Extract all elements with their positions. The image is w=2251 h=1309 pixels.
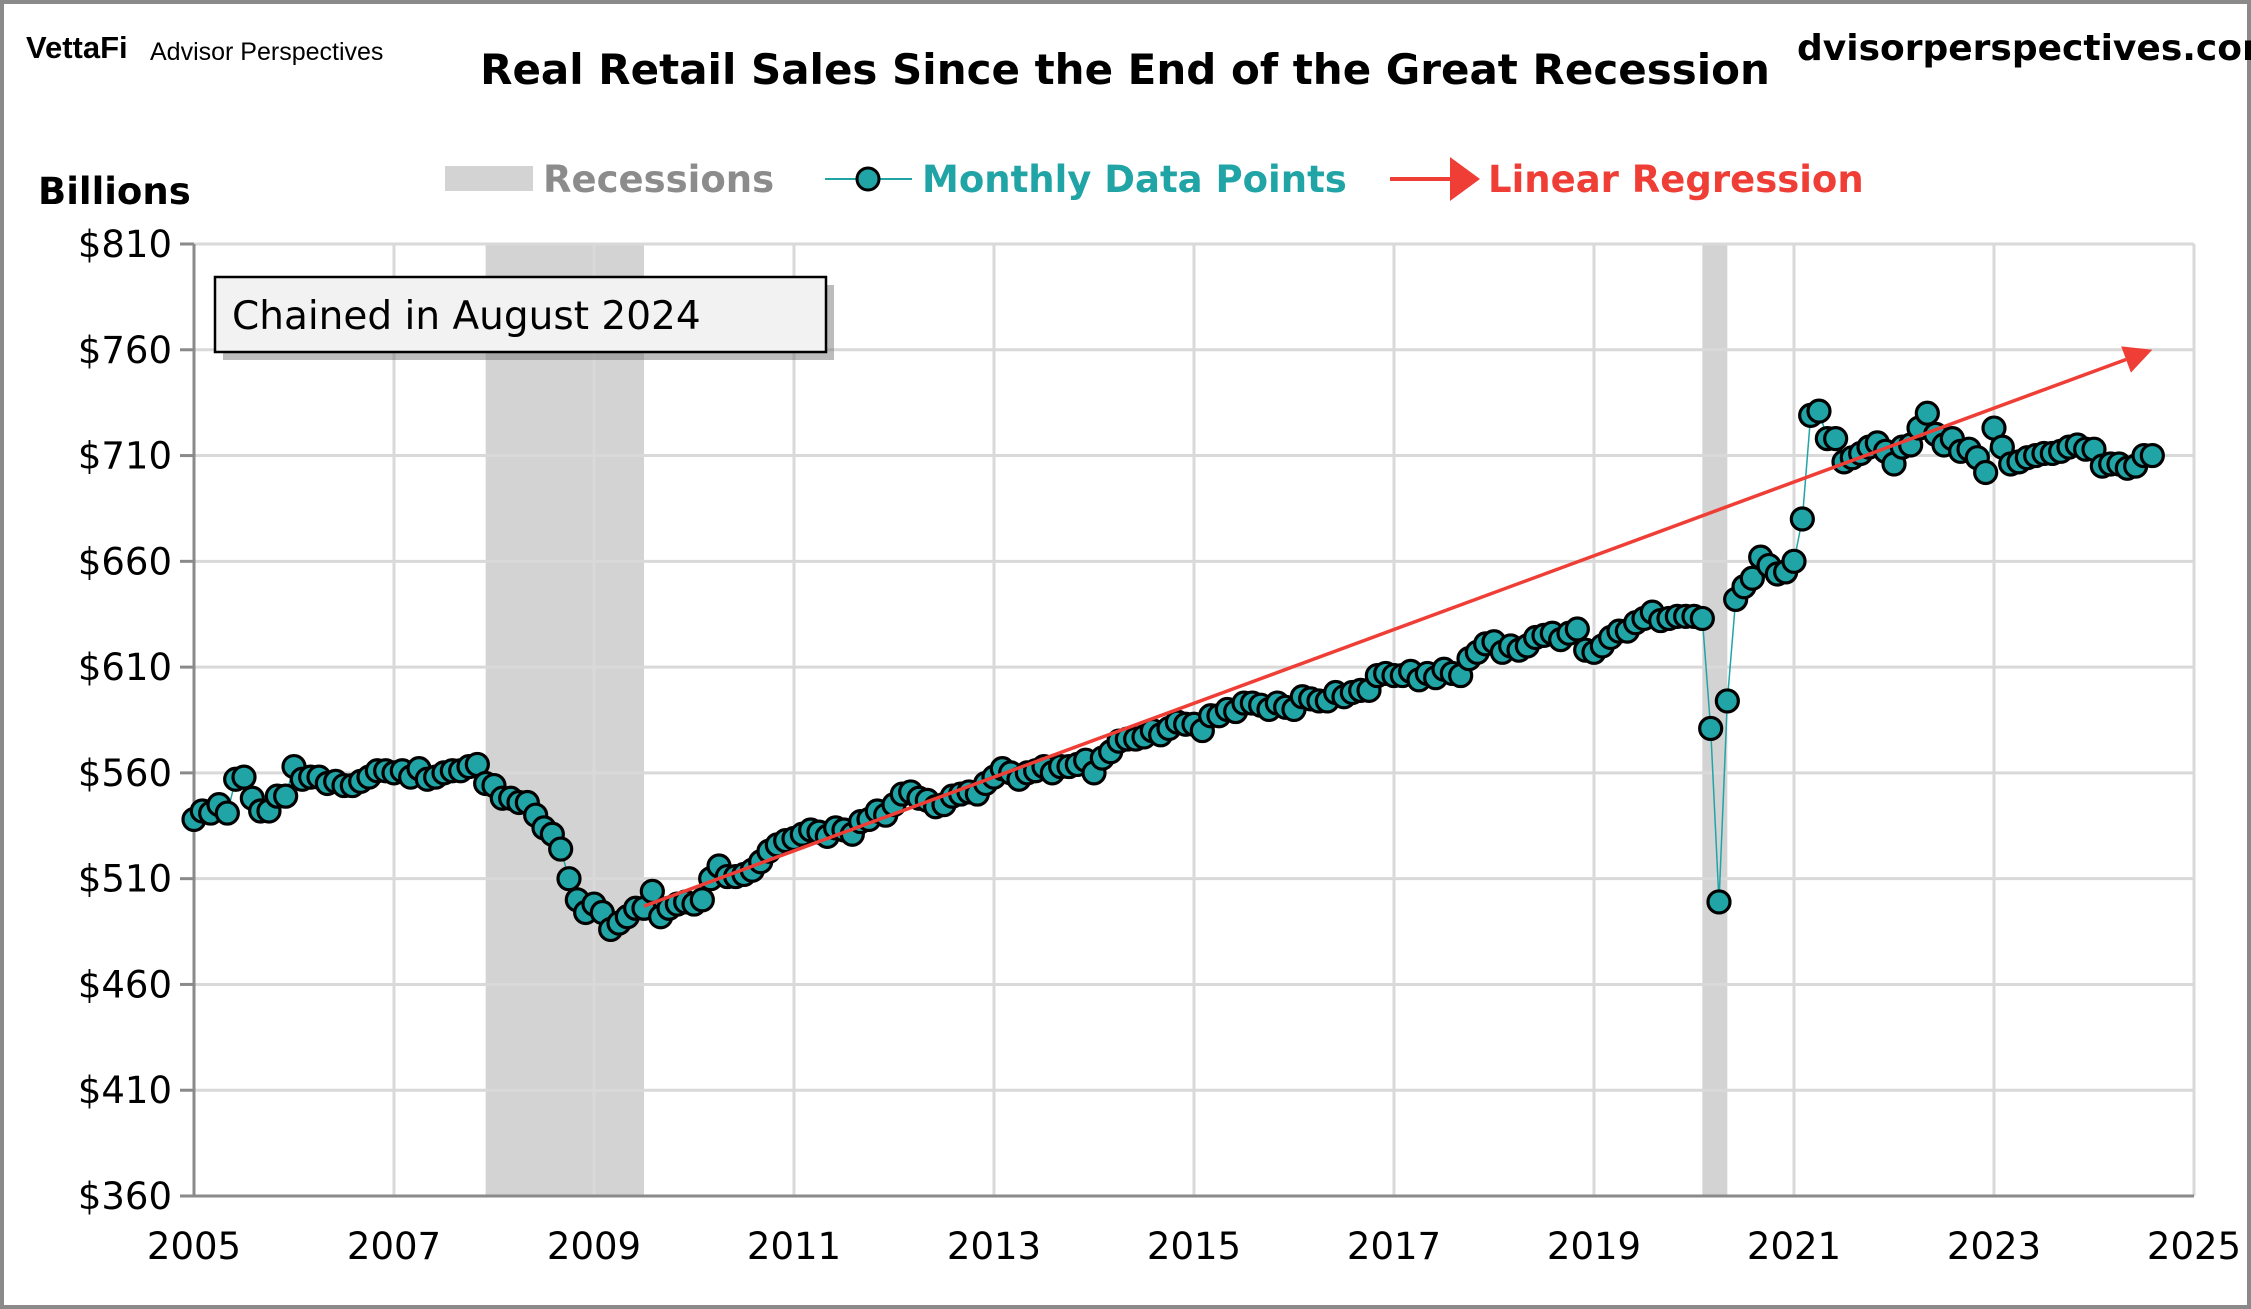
data-point [1689, 605, 1715, 632]
y-tick-label: $410 [78, 1069, 172, 1112]
data-point [273, 783, 299, 809]
y-tick-label: $460 [78, 963, 172, 1006]
y-tick-label: $760 [78, 329, 172, 372]
annotation-box: Chained in August 2024 [213, 275, 834, 360]
data-point [1698, 715, 1724, 742]
logo: VettaFi Advisor Perspectives [26, 30, 383, 66]
legend-regression: Linear Regression [1488, 158, 1864, 201]
y-tick-label: $710 [78, 435, 172, 478]
data-point [214, 800, 240, 826]
data-point [1781, 548, 1807, 574]
data-point [689, 887, 715, 913]
data-point [1806, 398, 1832, 424]
logo-advisor-perspectives: Advisor Perspectives [150, 38, 383, 66]
regression-line [643, 357, 2127, 908]
chart-title: Real Retail Sales Since the End of the G… [480, 45, 1770, 94]
regression-arrow-icon [2121, 346, 2153, 373]
y-axis-label: Billions [38, 170, 191, 213]
data-point [1973, 459, 1999, 486]
y-tick-label: $610 [78, 646, 172, 689]
x-tick-label: 2021 [1747, 1225, 1841, 1268]
data-point [556, 866, 582, 892]
x-tick-label: 2017 [1347, 1225, 1441, 1268]
x-tick-label: 2013 [947, 1225, 1041, 1268]
y-tick-label: $660 [78, 540, 172, 583]
legend-regression-arrow-icon [1450, 157, 1480, 201]
data-point [231, 764, 257, 790]
y-tick-label: $510 [78, 858, 172, 901]
x-tick-label: 2005 [147, 1225, 241, 1268]
website-label: dvisorperspectives.com [1797, 28, 2251, 69]
x-tick-label: 2015 [1147, 1225, 1241, 1268]
y-tick-label: $810 [78, 223, 172, 266]
recession-band [485, 244, 644, 1196]
data-point [1823, 426, 1849, 452]
legend-recession-swatch [445, 166, 533, 191]
x-tick-label: 2019 [1547, 1225, 1641, 1268]
data-point [1714, 688, 1740, 714]
x-tick-label: 2025 [2147, 1225, 2241, 1268]
x-tick-label: 2023 [1947, 1225, 2041, 1268]
annotation-rect [213, 275, 828, 354]
logo-vettafi: VettaFi [26, 30, 128, 65]
data-point [1914, 400, 1940, 426]
data-point [2139, 442, 2165, 469]
legend: Recessions Monthly Data Points Linear Re… [445, 157, 1864, 201]
x-tick-label: 2011 [747, 1225, 841, 1268]
x-tick-label: 2007 [347, 1225, 441, 1268]
y-tick-label: $560 [78, 752, 172, 795]
data-point [548, 836, 574, 862]
data-point [1706, 889, 1732, 915]
x-tick-label: 2009 [547, 1225, 641, 1268]
data-point [1564, 616, 1590, 642]
y-tick-label: $360 [78, 1175, 172, 1218]
data-point [1789, 506, 1815, 532]
annotation-text: Chained in August 2024 [232, 294, 701, 339]
plot-area: $360 $410 $460 $510 $560 $610 $660 $710 $760 $810… [78, 223, 2241, 1268]
data-point [1739, 565, 1765, 591]
legend-recessions: Recessions [543, 158, 774, 201]
legend-monthly: Monthly Data Points [922, 158, 1347, 201]
legend-monthly-marker [855, 166, 881, 192]
